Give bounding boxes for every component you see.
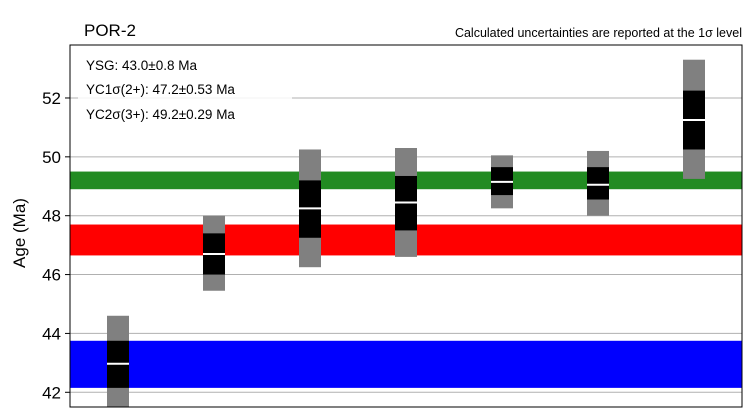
- y-tick-label: 46: [42, 266, 61, 285]
- annotation-yc1sigma: YC1σ(2+): 47.2±0.53 Ma: [86, 82, 235, 97]
- age-band: [70, 340, 742, 388]
- y-tick-label: 44: [42, 324, 61, 343]
- annotation-background: [78, 52, 292, 128]
- plot-frame: [69, 44, 743, 408]
- y-tick-label: 42: [42, 383, 61, 402]
- annotation-ysg: YSG: 43.0±0.8 Ma: [86, 58, 197, 73]
- y-tick-label: 50: [42, 148, 61, 167]
- annotation-box: YSG: 43.0±0.8 Ma YC1σ(2+): 47.2±0.53 Ma …: [78, 52, 292, 128]
- chart-note: Calculated uncertainties are reported at…: [455, 26, 742, 40]
- chart-title: POR-2: [84, 21, 136, 40]
- plot-area: 42 44 46 48 50 52: [42, 59, 742, 407]
- y-axis-label: Age (Ma): [10, 198, 29, 268]
- y-tick-label: 52: [42, 89, 61, 108]
- annotation-yc2sigma: YC2σ(3+): 49.2±0.29 Ma: [86, 107, 235, 122]
- y-tick-label: 48: [42, 207, 61, 226]
- one-sigma-bar: [587, 167, 609, 200]
